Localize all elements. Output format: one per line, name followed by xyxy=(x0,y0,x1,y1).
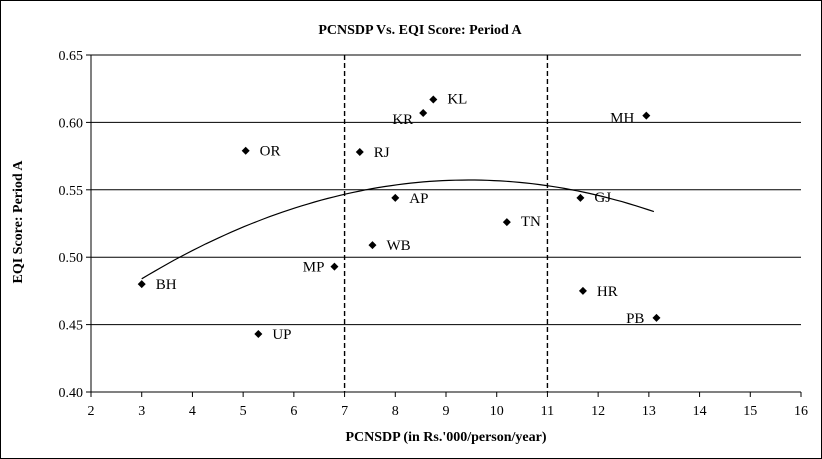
x-axis-title: PCNSDP (in Rs.'000/person/year) xyxy=(345,430,546,445)
y-tick-label: 0.45 xyxy=(59,319,84,334)
point-label-hr: HR xyxy=(597,284,618,300)
axes xyxy=(86,54,802,397)
point-label-or: OR xyxy=(260,144,281,160)
y-tick-label: 0.65 xyxy=(59,49,84,64)
data-point-or xyxy=(241,146,250,155)
data-point-kl xyxy=(429,95,438,104)
y-tick-label: 0.60 xyxy=(59,116,84,131)
x-tick-label: 9 xyxy=(443,404,450,419)
data-point-wb xyxy=(368,241,377,250)
data-points: BH UP OR MP RJ WB AP KR KL TN HR GJ MH PB xyxy=(137,91,661,343)
trendline xyxy=(141,179,655,280)
chart-title: PCNSDP Vs. EQI Score: Period A xyxy=(318,23,522,38)
point-label-kl: KL xyxy=(447,91,467,107)
data-point-bh xyxy=(137,280,146,289)
data-point-mh xyxy=(642,111,651,120)
y-tick-label: 0.50 xyxy=(59,251,84,266)
x-tick-label: 2 xyxy=(88,404,95,419)
point-label-pb: PB xyxy=(626,311,644,327)
data-point-tn xyxy=(502,218,511,227)
x-tick-label: 8 xyxy=(392,404,399,419)
point-label-wb: WB xyxy=(386,238,410,254)
x-tick-label: 6 xyxy=(290,404,297,419)
x-tick-labels: 2 3 4 5 6 7 8 9 10 11 12 13 14 15 16 xyxy=(88,404,809,419)
x-tick-label: 15 xyxy=(743,404,757,419)
x-tick-label: 7 xyxy=(341,404,348,419)
point-label-mh: MH xyxy=(610,111,634,127)
data-point-pb xyxy=(652,313,661,322)
y-tick-labels: 0.40 0.45 0.50 0.55 0.60 0.65 xyxy=(59,49,84,401)
point-label-kr: KR xyxy=(392,112,413,128)
data-point-kr xyxy=(419,108,428,117)
x-tick-label: 16 xyxy=(794,404,808,419)
x-tick-label: 12 xyxy=(591,404,605,419)
grid-lines xyxy=(91,54,801,326)
point-label-ap: AP xyxy=(409,191,428,207)
x-tick-label: 4 xyxy=(189,404,196,419)
point-label-up: UP xyxy=(272,327,291,343)
x-tick-label: 11 xyxy=(541,404,554,419)
x-tick-label: 14 xyxy=(693,404,707,419)
data-point-up xyxy=(254,330,263,339)
trendline-group xyxy=(141,179,655,280)
point-label-bh: BH xyxy=(156,277,177,293)
data-point-gj xyxy=(576,193,585,202)
x-tick-label: 10 xyxy=(490,404,504,419)
x-tick-label: 5 xyxy=(240,404,247,419)
y-tick-label: 0.55 xyxy=(59,184,84,199)
data-point-hr xyxy=(578,286,587,295)
x-tick-label: 13 xyxy=(642,404,656,419)
y-axis-title: EQI Score: Period A xyxy=(11,160,26,284)
point-label-tn: TN xyxy=(521,214,541,230)
y-tick-label: 0.40 xyxy=(59,386,84,401)
data-point-mp xyxy=(330,262,339,271)
point-label-gj: GJ xyxy=(594,190,611,206)
point-label-rj: RJ xyxy=(374,145,390,161)
x-tick-label: 3 xyxy=(138,404,145,419)
reference-lines xyxy=(343,55,549,392)
data-point-rj xyxy=(355,148,364,157)
data-point-ap xyxy=(391,193,400,202)
point-label-mp: MP xyxy=(303,260,325,276)
